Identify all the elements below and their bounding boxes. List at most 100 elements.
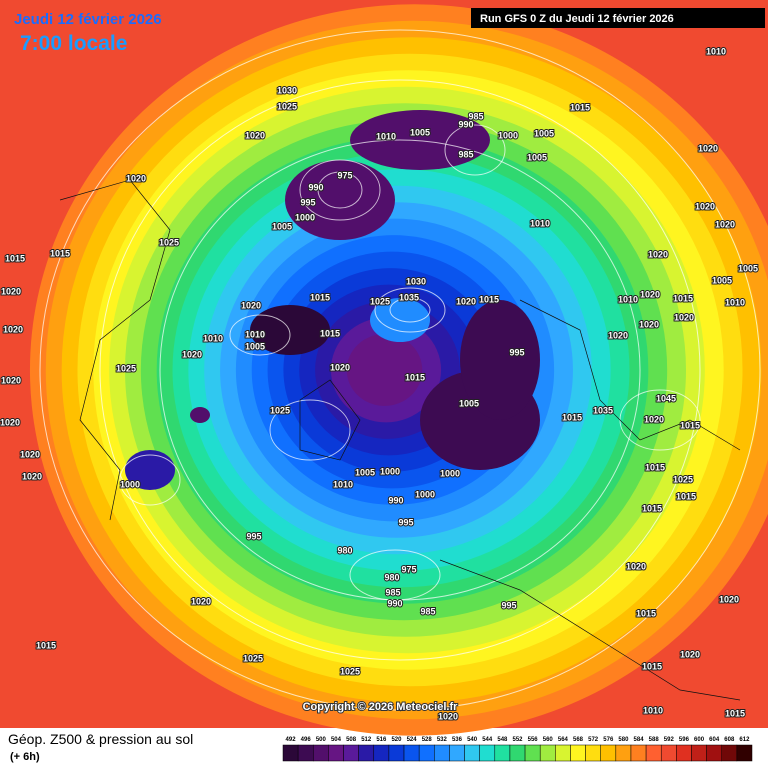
pressure-label: 1015 xyxy=(725,708,745,718)
colorbar-swatch xyxy=(706,744,722,762)
pressure-label: 1035 xyxy=(593,405,613,415)
pressure-label: 1015 xyxy=(642,661,662,671)
pressure-label: 1030 xyxy=(406,276,426,286)
pressure-label: 1015 xyxy=(36,640,56,650)
pressure-label: 1015 xyxy=(676,491,696,501)
colorbar-swatch xyxy=(388,744,405,762)
pressure-label: 1010 xyxy=(706,46,726,56)
pressure-label: 1020 xyxy=(674,312,694,322)
pressure-label: 1005 xyxy=(410,127,430,137)
pressure-label: 1005 xyxy=(272,221,292,231)
coastline xyxy=(59,179,171,521)
pressure-label: 1020 xyxy=(695,201,715,211)
pressure-label: 995 xyxy=(246,531,261,541)
pressure-label: 990 xyxy=(458,119,473,129)
pressure-label: 995 xyxy=(509,347,524,357)
pressure-label: 1020 xyxy=(639,319,659,329)
pressure-label: 1020 xyxy=(438,711,458,721)
colorbar-swatch xyxy=(282,744,299,762)
colorbar-swatch xyxy=(449,744,465,762)
colorbar-swatch xyxy=(555,744,571,762)
colorbar-label: 544 xyxy=(482,737,493,743)
isobar xyxy=(389,297,431,323)
pressure-label: 1015 xyxy=(50,248,70,258)
pressure-label: 1005 xyxy=(355,467,375,477)
pressure-label: 1000 xyxy=(295,212,315,222)
pressure-label: 1010 xyxy=(530,218,550,228)
colorbar-label: 564 xyxy=(558,737,569,743)
colorbar-swatch xyxy=(539,744,556,762)
colorbar-swatch xyxy=(585,744,601,762)
run-info: Run GFS 0 Z du Jeudi 12 février 2026 xyxy=(480,13,674,25)
pressure-label: 990 xyxy=(387,598,402,608)
pressure-label: 1005 xyxy=(712,275,732,285)
isobar xyxy=(374,287,446,333)
colorbar-label: 584 xyxy=(634,737,645,743)
date: Jeudi 12 février 2026 xyxy=(14,11,162,28)
colorbar-swatch xyxy=(600,744,617,762)
colorbar-swatch xyxy=(509,744,526,762)
colorbar-swatch xyxy=(630,744,647,762)
isobar xyxy=(444,124,506,176)
colorbar-swatch xyxy=(479,744,496,762)
coastline xyxy=(439,559,741,701)
pressure-label: 990 xyxy=(388,495,403,505)
pressure-label: 1000 xyxy=(498,130,518,140)
pressure-label: 1020 xyxy=(608,330,628,340)
colorbar-swatch xyxy=(615,744,632,762)
pressure-label: 1020 xyxy=(330,362,350,372)
field-blob xyxy=(125,450,175,490)
pressure-label: 1005 xyxy=(534,128,554,138)
pressure-label: 995 xyxy=(501,600,516,610)
colorbar-label: 548 xyxy=(497,737,508,743)
pressure-label: 1020 xyxy=(640,289,660,299)
pressure-label: 1020 xyxy=(126,173,146,183)
field-band xyxy=(346,334,423,406)
field-blob xyxy=(350,110,490,170)
colorbar-label: 580 xyxy=(618,737,629,743)
pressure-label: 1020 xyxy=(191,596,211,606)
colorbar-label: 500 xyxy=(316,737,327,743)
pressure-label: 1020 xyxy=(1,375,21,385)
colorbar-swatch xyxy=(691,744,707,762)
pressure-label: 1020 xyxy=(241,300,261,310)
pressure-label: 1025 xyxy=(159,237,179,247)
pressure-label: 1020 xyxy=(626,561,646,571)
colorbar-label: 568 xyxy=(573,737,584,743)
colorbar-swatch xyxy=(434,744,450,762)
isobar xyxy=(99,79,701,661)
colorbar-label: 588 xyxy=(649,737,660,743)
pressure-label: 1025 xyxy=(673,474,693,484)
colorbar-swatch xyxy=(358,744,375,762)
pressure-label: 1025 xyxy=(243,653,263,663)
colorbar-swatch xyxy=(343,744,359,762)
colorbar-label: 612 xyxy=(739,737,750,743)
pressure-label: 990 xyxy=(308,182,323,192)
pressure-label: 1030 xyxy=(277,85,297,95)
colorbar-label: 516 xyxy=(376,737,387,743)
pressure-label: 975 xyxy=(337,170,352,180)
colorbar-label: 608 xyxy=(724,737,735,743)
pressure-label: 1000 xyxy=(415,489,435,499)
pressure-label: 1005 xyxy=(527,152,547,162)
pressure-label: 1015 xyxy=(636,608,656,618)
field-blob xyxy=(460,300,540,420)
pressure-label: 980 xyxy=(384,572,399,582)
colorbar-swatch xyxy=(373,744,390,762)
pressure-label: 980 xyxy=(337,545,352,555)
pressure-label: 1020 xyxy=(3,324,23,334)
isobar xyxy=(269,399,351,461)
pressure-label: 1020 xyxy=(245,130,265,140)
pressure-label: 995 xyxy=(398,517,413,527)
pressure-label: 1005 xyxy=(245,341,265,351)
colorbar-label: 496 xyxy=(301,737,312,743)
pressure-label: 1020 xyxy=(182,349,202,359)
pressure-label: 985 xyxy=(468,111,483,121)
isobar xyxy=(229,314,291,356)
footer-title: Géop. Z500 & pression au sol xyxy=(8,731,193,747)
colorbar-label: 512 xyxy=(361,737,372,743)
pressure-label: 1020 xyxy=(1,286,21,296)
coastline xyxy=(299,379,361,461)
